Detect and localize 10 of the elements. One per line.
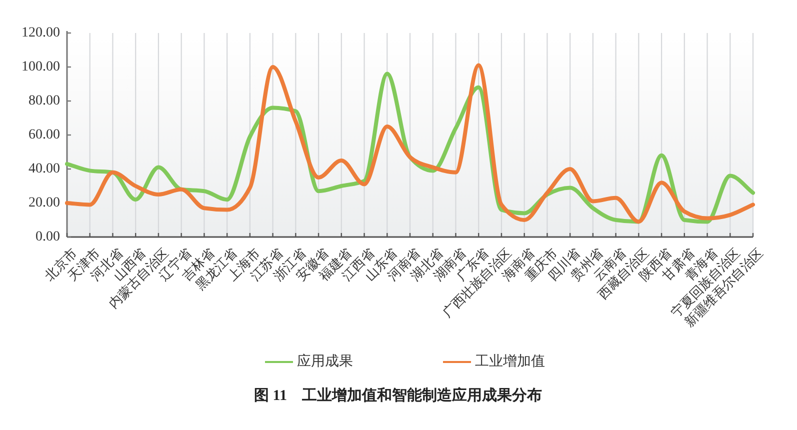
y-tick-label: 60.00 <box>28 128 60 142</box>
y-tick-label: 80.00 <box>28 94 60 108</box>
y-tick-label: 120.00 <box>22 26 60 40</box>
y-tick-label: 0.00 <box>36 230 60 244</box>
text: 图 11 工业增加值和智能制造应用成果分布 <box>254 386 542 404</box>
legend-label: 应用成果 <box>297 354 353 370</box>
y-tick-label: 20.00 <box>28 196 60 210</box>
legend-label: 工业增加值 <box>475 354 545 370</box>
y-tick-label: 100.00 <box>22 60 60 74</box>
y-tick-label: 40.00 <box>28 162 60 176</box>
